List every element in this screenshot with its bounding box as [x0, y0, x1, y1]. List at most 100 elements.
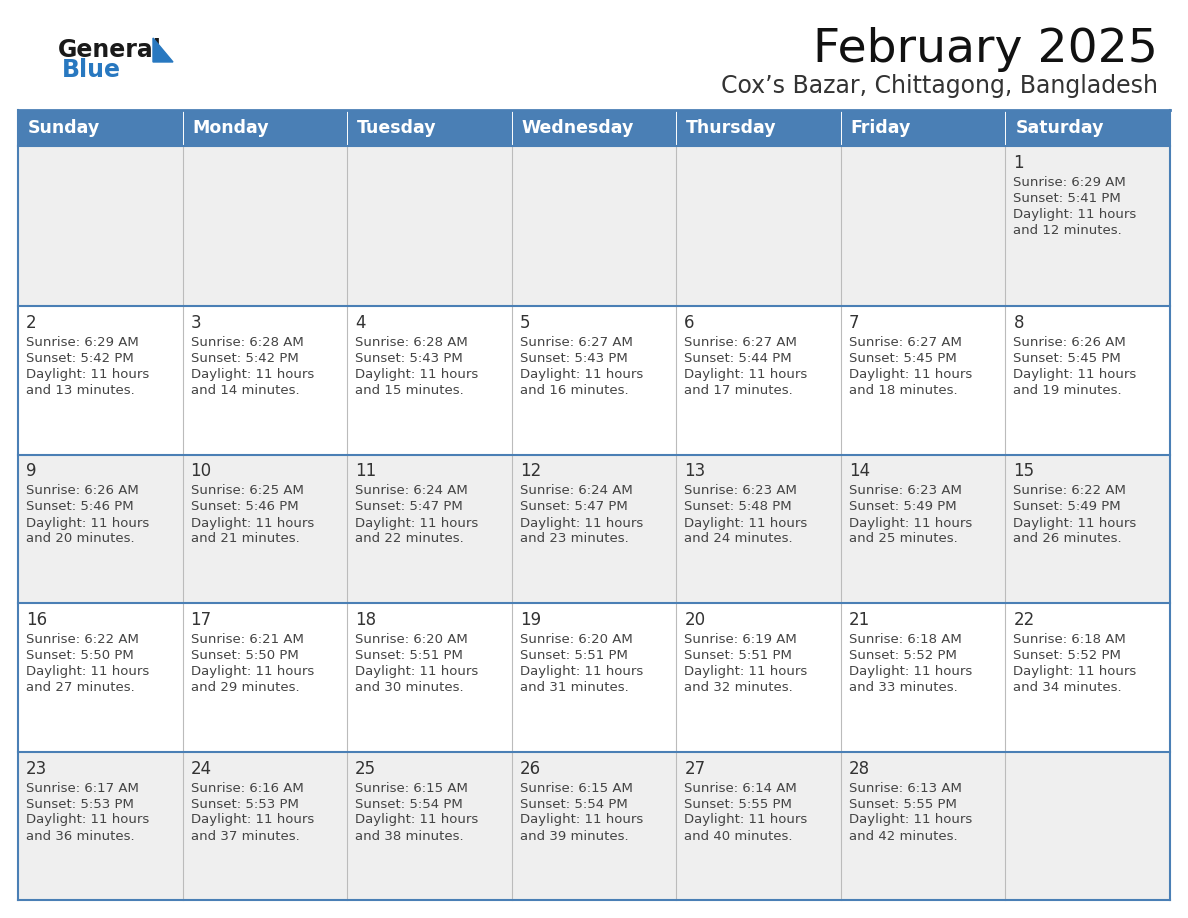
Text: Sunset: 5:45 PM: Sunset: 5:45 PM	[849, 352, 956, 365]
Text: and 33 minutes.: and 33 minutes.	[849, 681, 958, 694]
Text: Daylight: 11 hours: Daylight: 11 hours	[684, 665, 808, 678]
Text: 18: 18	[355, 611, 377, 629]
Text: Sunset: 5:51 PM: Sunset: 5:51 PM	[684, 649, 792, 662]
Text: 12: 12	[519, 463, 541, 480]
Text: and 24 minutes.: and 24 minutes.	[684, 532, 792, 545]
Text: Sunrise: 6:22 AM: Sunrise: 6:22 AM	[26, 633, 139, 646]
Text: Daylight: 11 hours: Daylight: 11 hours	[849, 368, 972, 381]
Text: Sunrise: 6:21 AM: Sunrise: 6:21 AM	[190, 633, 303, 646]
Text: and 18 minutes.: and 18 minutes.	[849, 384, 958, 397]
Text: 1: 1	[1013, 154, 1024, 172]
Text: Saturday: Saturday	[1016, 119, 1104, 137]
Bar	[18, 752, 1170, 900]
Text: Daylight: 11 hours: Daylight: 11 hours	[684, 517, 808, 530]
Text: Sunrise: 6:18 AM: Sunrise: 6:18 AM	[1013, 633, 1126, 646]
Bar	[512, 110, 676, 146]
Text: 3: 3	[190, 314, 201, 332]
Text: Sunset: 5:50 PM: Sunset: 5:50 PM	[26, 649, 134, 662]
Text: and 17 minutes.: and 17 minutes.	[684, 384, 794, 397]
Text: Sunrise: 6:14 AM: Sunrise: 6:14 AM	[684, 781, 797, 794]
Text: Sunset: 5:52 PM: Sunset: 5:52 PM	[1013, 649, 1121, 662]
Text: Sunset: 5:51 PM: Sunset: 5:51 PM	[519, 649, 627, 662]
Text: Sunset: 5:43 PM: Sunset: 5:43 PM	[355, 352, 463, 365]
Text: Sunset: 5:54 PM: Sunset: 5:54 PM	[519, 798, 627, 811]
Text: and 26 minutes.: and 26 minutes.	[1013, 532, 1121, 545]
Text: Sunset: 5:42 PM: Sunset: 5:42 PM	[26, 352, 134, 365]
Text: Sunrise: 6:20 AM: Sunrise: 6:20 AM	[355, 633, 468, 646]
Text: Sunset: 5:46 PM: Sunset: 5:46 PM	[26, 500, 133, 513]
Text: Daylight: 11 hours: Daylight: 11 hours	[1013, 665, 1137, 678]
Text: Sunrise: 6:27 AM: Sunrise: 6:27 AM	[519, 336, 632, 349]
Text: Daylight: 11 hours: Daylight: 11 hours	[519, 368, 643, 381]
Text: 22: 22	[1013, 611, 1035, 629]
Text: Sunrise: 6:24 AM: Sunrise: 6:24 AM	[519, 485, 632, 498]
Text: Sunrise: 6:26 AM: Sunrise: 6:26 AM	[26, 485, 139, 498]
Text: Sunset: 5:49 PM: Sunset: 5:49 PM	[1013, 500, 1121, 513]
Bar	[18, 110, 183, 146]
Text: Sunset: 5:47 PM: Sunset: 5:47 PM	[519, 500, 627, 513]
Text: Sunrise: 6:25 AM: Sunrise: 6:25 AM	[190, 485, 303, 498]
Text: 11: 11	[355, 463, 377, 480]
Text: Sunset: 5:41 PM: Sunset: 5:41 PM	[1013, 192, 1121, 205]
Text: Sunset: 5:45 PM: Sunset: 5:45 PM	[1013, 352, 1121, 365]
Text: Daylight: 11 hours: Daylight: 11 hours	[684, 813, 808, 826]
Text: and 12 minutes.: and 12 minutes.	[1013, 224, 1123, 237]
Text: Daylight: 11 hours: Daylight: 11 hours	[519, 813, 643, 826]
Text: Cox’s Bazar, Chittagong, Bangladesh: Cox’s Bazar, Chittagong, Bangladesh	[721, 74, 1158, 98]
Text: 21: 21	[849, 611, 870, 629]
Bar	[1005, 110, 1170, 146]
Text: 9: 9	[26, 463, 37, 480]
Text: 2: 2	[26, 314, 37, 332]
Text: and 42 minutes.: and 42 minutes.	[849, 830, 958, 843]
Text: Daylight: 11 hours: Daylight: 11 hours	[355, 368, 479, 381]
Text: 6: 6	[684, 314, 695, 332]
Text: 15: 15	[1013, 463, 1035, 480]
Text: and 14 minutes.: and 14 minutes.	[190, 384, 299, 397]
Text: Sunset: 5:49 PM: Sunset: 5:49 PM	[849, 500, 956, 513]
Text: Sunset: 5:51 PM: Sunset: 5:51 PM	[355, 649, 463, 662]
Text: Sunrise: 6:23 AM: Sunrise: 6:23 AM	[849, 485, 962, 498]
Bar	[18, 603, 1170, 752]
Text: 24: 24	[190, 759, 211, 778]
Text: Thursday: Thursday	[687, 119, 777, 137]
Text: Sunset: 5:55 PM: Sunset: 5:55 PM	[684, 798, 792, 811]
Text: 8: 8	[1013, 314, 1024, 332]
Text: and 37 minutes.: and 37 minutes.	[190, 830, 299, 843]
Text: Tuesday: Tuesday	[358, 119, 437, 137]
Text: and 39 minutes.: and 39 minutes.	[519, 830, 628, 843]
Text: Sunrise: 6:15 AM: Sunrise: 6:15 AM	[519, 781, 632, 794]
Text: Daylight: 11 hours: Daylight: 11 hours	[26, 517, 150, 530]
Text: Sunrise: 6:20 AM: Sunrise: 6:20 AM	[519, 633, 632, 646]
Text: 5: 5	[519, 314, 530, 332]
Text: Daylight: 11 hours: Daylight: 11 hours	[190, 368, 314, 381]
Text: Sunset: 5:52 PM: Sunset: 5:52 PM	[849, 649, 956, 662]
Bar	[183, 110, 347, 146]
Text: and 20 minutes.: and 20 minutes.	[26, 532, 134, 545]
Text: Daylight: 11 hours: Daylight: 11 hours	[1013, 368, 1137, 381]
Text: Sunset: 5:55 PM: Sunset: 5:55 PM	[849, 798, 956, 811]
Text: Sunrise: 6:29 AM: Sunrise: 6:29 AM	[1013, 176, 1126, 189]
Text: Daylight: 11 hours: Daylight: 11 hours	[26, 665, 150, 678]
Text: Sunrise: 6:22 AM: Sunrise: 6:22 AM	[1013, 485, 1126, 498]
Text: Sunset: 5:47 PM: Sunset: 5:47 PM	[355, 500, 463, 513]
Text: Sunset: 5:48 PM: Sunset: 5:48 PM	[684, 500, 792, 513]
Text: Sunrise: 6:28 AM: Sunrise: 6:28 AM	[355, 336, 468, 349]
Text: and 22 minutes.: and 22 minutes.	[355, 532, 463, 545]
Text: Daylight: 11 hours: Daylight: 11 hours	[355, 665, 479, 678]
Text: Sunset: 5:54 PM: Sunset: 5:54 PM	[355, 798, 463, 811]
Text: Sunrise: 6:27 AM: Sunrise: 6:27 AM	[849, 336, 962, 349]
Text: Sunrise: 6:17 AM: Sunrise: 6:17 AM	[26, 781, 139, 794]
Text: 19: 19	[519, 611, 541, 629]
Text: Daylight: 11 hours: Daylight: 11 hours	[26, 813, 150, 826]
Polygon shape	[153, 38, 173, 62]
Text: 27: 27	[684, 759, 706, 778]
Text: 13: 13	[684, 463, 706, 480]
Text: 26: 26	[519, 759, 541, 778]
Text: Sunset: 5:44 PM: Sunset: 5:44 PM	[684, 352, 792, 365]
Text: Daylight: 11 hours: Daylight: 11 hours	[190, 813, 314, 826]
Text: and 32 minutes.: and 32 minutes.	[684, 681, 794, 694]
Text: Sunrise: 6:29 AM: Sunrise: 6:29 AM	[26, 336, 139, 349]
Text: February 2025: February 2025	[813, 28, 1158, 73]
Text: and 13 minutes.: and 13 minutes.	[26, 384, 134, 397]
Text: Daylight: 11 hours: Daylight: 11 hours	[684, 368, 808, 381]
